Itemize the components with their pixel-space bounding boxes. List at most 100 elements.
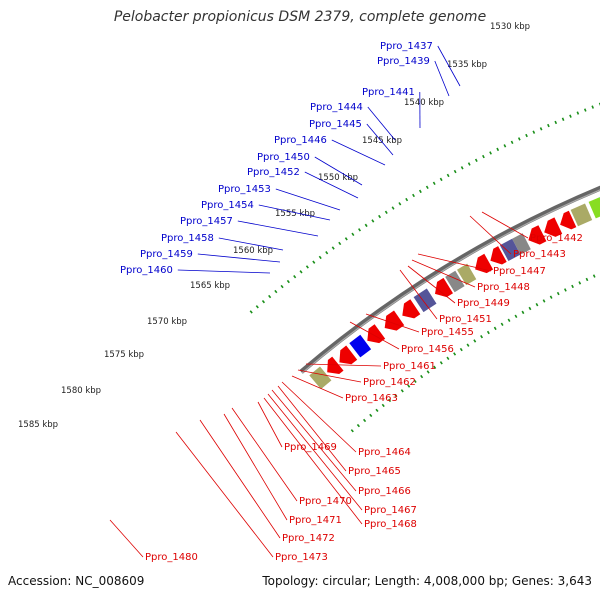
reverse-gene-31 (490, 246, 507, 265)
leader-line (267, 393, 363, 511)
gene-label-forward: Ppro_1460 (120, 265, 173, 276)
gene-label-reverse: Ppro_1451 (439, 314, 492, 325)
gene-label-reverse: Ppro_1456 (401, 344, 454, 355)
tick-rings (249, 102, 600, 433)
reverse-gene-24 (588, 197, 600, 219)
leader-line (331, 139, 386, 166)
leader-line (365, 313, 420, 333)
leader-line (291, 375, 344, 399)
gene-label-forward: Ppro_1446 (274, 135, 327, 146)
map-title: Pelobacter propionicus DSM 2379, complet… (113, 9, 487, 25)
kbp-label: 1575 kbp (104, 350, 144, 360)
reverse-gene-33 (457, 263, 477, 286)
reverse-gene-29 (512, 233, 531, 255)
reverse-gene-36 (413, 288, 437, 313)
kbp-label: 1540 kbp (404, 98, 444, 108)
kbp-label: 1580 kbp (61, 386, 101, 396)
reverse-gene-42 (327, 356, 344, 374)
gene-label-forward: Ppro_1459 (140, 249, 193, 260)
reverse-gene-35 (435, 277, 453, 298)
gene-label-forward: Ppro_1457 (180, 216, 233, 227)
gene-label-reverse: Ppro_1461 (383, 361, 436, 372)
gene-label-reverse: Ppro_1465 (348, 466, 401, 477)
gene-label-forward: Ppro_1454 (201, 200, 254, 211)
gene-label-reverse: Ppro_1472 (282, 533, 335, 544)
inner-tick-ring (350, 271, 600, 433)
kbp-label: 1560 kbp (233, 246, 273, 256)
leader-line (231, 407, 298, 502)
leader-line (257, 401, 283, 448)
gene-label-reverse: Ppro_1449 (457, 298, 510, 309)
leader-line (177, 269, 271, 274)
leader-line (258, 204, 331, 221)
leader-line (197, 253, 281, 263)
leader-line (411, 259, 476, 288)
reverse-gene-26 (560, 210, 577, 230)
kbp-label: 1545 kbp (362, 136, 402, 146)
gene-label-reverse: Ppro_1448 (477, 282, 530, 293)
kbp-label: 1565 kbp (190, 281, 230, 291)
leader-line (281, 381, 357, 453)
leader-line (199, 419, 281, 539)
genome-backbone (299, 185, 600, 374)
gene-label-reverse: Ppro_1468 (364, 519, 417, 530)
genome-summary-text: Topology: circular; Length: 4,008,000 bp… (262, 574, 592, 588)
gene-label-forward: Ppro_1444 (310, 102, 363, 113)
gene-labels: Ppro_1437 Ppro_1439 Ppro_1441 Ppro_1444 Ppro… (109, 41, 583, 563)
gene-label-reverse: Ppro_1464 (358, 447, 411, 458)
reverse-gene-37 (402, 299, 421, 319)
leader-line (437, 45, 461, 87)
reverse-gene-39 (367, 324, 386, 344)
kbp-label: 1530 kbp (490, 22, 530, 32)
leader-line (399, 269, 438, 320)
leader-line (109, 519, 144, 558)
reverse-gene-27 (544, 217, 563, 237)
leader-line (297, 369, 362, 383)
backbone-arc (299, 185, 600, 374)
gene-label-forward: Ppro_1445 (309, 119, 362, 130)
gene-label-reverse: Ppro_1470 (299, 496, 352, 507)
gene-label-reverse: Ppro_1471 (289, 515, 342, 526)
kbp-label: 1570 kbp (147, 317, 187, 327)
gene-label-reverse: Ppro_1463 (345, 393, 398, 404)
reverse-gene-40 (349, 334, 372, 358)
leader-line (223, 413, 288, 521)
gene-label-reverse: Ppro_1462 (363, 377, 416, 388)
leader-line (469, 215, 512, 255)
leader-line (218, 237, 284, 251)
leader-line (175, 431, 274, 558)
leader-line (304, 171, 359, 199)
leader-line (237, 220, 319, 237)
reverse-gene-38 (384, 310, 405, 331)
leader-line (417, 253, 492, 272)
leader-line (275, 188, 341, 211)
gene-label-forward: Ppro_1439 (377, 56, 430, 67)
leader-line (481, 211, 529, 239)
gene-label-reverse: Ppro_1455 (421, 327, 474, 338)
leader-line (271, 389, 357, 492)
accession-text: Accession: NC_008609 (8, 574, 145, 588)
kbp-scale-labels: 1530 kbp 1535 kbp 1540 kbp 1545 kbp 1550 kbp… (18, 22, 530, 430)
kbp-label: 1585 kbp (18, 420, 58, 430)
gene-label-forward: Ppro_1452 (247, 167, 300, 178)
gene-label-forward: Ppro_1453 (218, 184, 271, 195)
gene-label-forward: Ppro_1450 (257, 152, 310, 163)
gene-label-reverse: Ppro_1442 (530, 233, 583, 244)
leader-line (305, 363, 382, 367)
kbp-label: 1535 kbp (447, 60, 487, 70)
gene-label-reverse: Ppro_1466 (358, 486, 411, 497)
leader-line (349, 321, 400, 350)
leader-line (314, 156, 363, 186)
gene-label-forward: Ppro_1441 (362, 87, 415, 98)
leader-line (366, 123, 394, 156)
gene-label-reverse: Ppro_1469 (284, 442, 337, 453)
gene-label-reverse: Ppro_1447 (493, 266, 546, 277)
leader-line (407, 265, 456, 304)
leader-line (277, 385, 347, 472)
reverse-gene-25 (570, 203, 593, 227)
backbone-highlight (301, 189, 600, 374)
kbp-label: 1550 kbp (318, 173, 358, 183)
gene-label-forward: Ppro_1437 (380, 41, 433, 52)
leader-line (367, 106, 396, 141)
